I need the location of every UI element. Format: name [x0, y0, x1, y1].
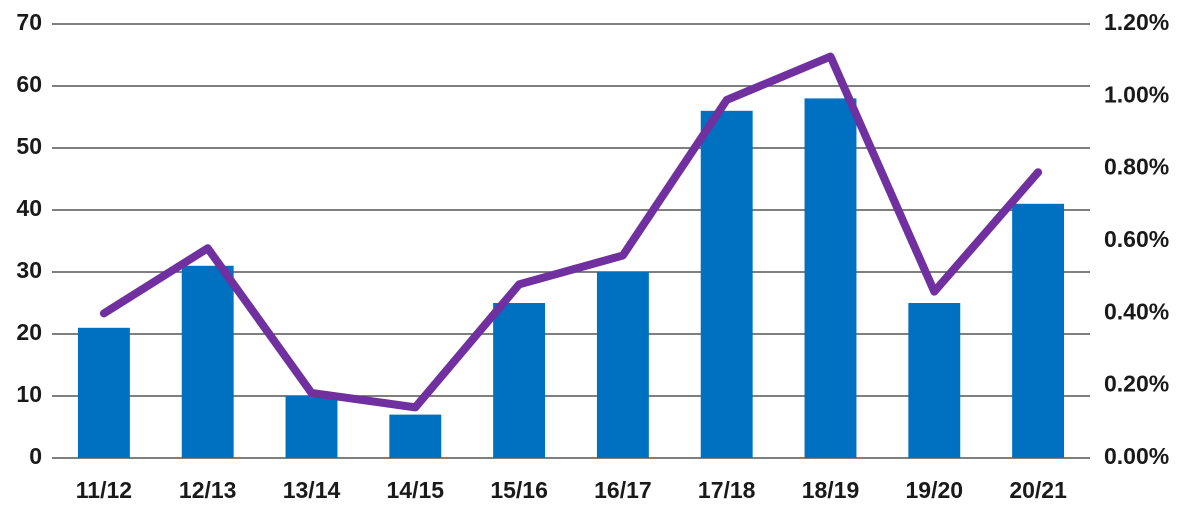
y-tick-label: 0 — [29, 443, 42, 469]
x-tick-label: 18/19 — [802, 477, 860, 503]
y-tick-label: 40 — [16, 195, 42, 221]
bar — [285, 396, 338, 458]
bar — [700, 110, 753, 459]
x-tick-label: 11/12 — [76, 477, 132, 503]
bar — [389, 414, 442, 458]
y-tick-label: 30 — [16, 257, 42, 283]
y-tick-label: 20 — [16, 319, 42, 345]
x-tick-label: 15/16 — [490, 477, 548, 503]
x-tick-label: 14/15 — [387, 477, 445, 503]
x-tick-label: 12/13 — [179, 477, 237, 503]
y2-tick-label: 0.00% — [1104, 443, 1169, 469]
bar — [493, 303, 546, 458]
x-tick-label: 20/21 — [1009, 477, 1067, 503]
bar — [77, 327, 130, 458]
y2-tick-label: 0.60% — [1104, 226, 1169, 252]
y-tick-label: 10 — [16, 381, 42, 407]
x-tick-label: 19/20 — [906, 477, 964, 503]
y2-tick-label: 0.40% — [1104, 298, 1169, 324]
x-tick-label: 17/18 — [698, 477, 756, 503]
x-tick-label: 16/17 — [594, 477, 652, 503]
line — [99, 52, 1043, 412]
y-tick-label: 70 — [16, 9, 42, 35]
bar — [181, 265, 234, 458]
bar — [804, 98, 857, 459]
bar — [1012, 203, 1065, 458]
y-tick-label: 50 — [16, 133, 42, 159]
y2-tick-label: 1.20% — [1104, 9, 1169, 35]
y2-tick-label: 1.00% — [1104, 81, 1169, 107]
y2-tick-label: 0.20% — [1104, 371, 1169, 397]
y2-tick-label: 0.80% — [1104, 154, 1169, 180]
x-tick-label: 13/14 — [283, 477, 341, 503]
y-tick-label: 60 — [16, 71, 42, 97]
bar — [596, 272, 649, 458]
bar — [908, 303, 961, 458]
